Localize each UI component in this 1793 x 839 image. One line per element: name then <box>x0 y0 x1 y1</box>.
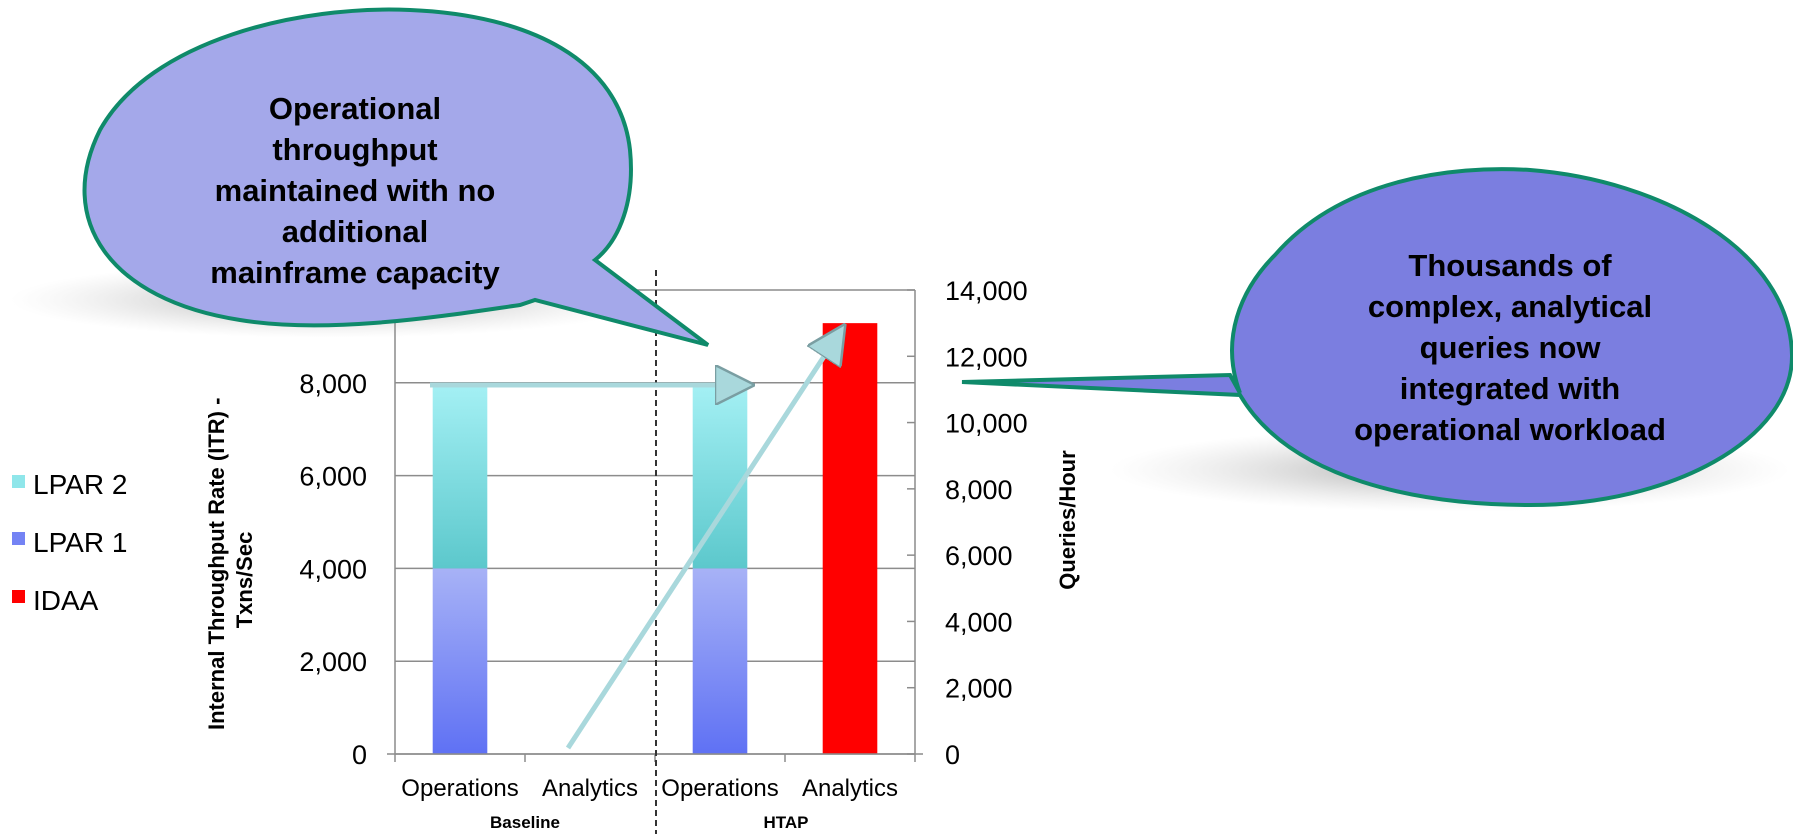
bar-idaa <box>822 323 878 754</box>
group-label-baseline: Baseline <box>490 813 560 832</box>
x-tick-label: Analytics <box>542 775 638 802</box>
legend-label-idaa: IDAA <box>33 585 99 616</box>
bars <box>432 323 878 754</box>
bar-lpar-2 <box>432 385 488 569</box>
callout-right-line: integrated with <box>1399 371 1621 406</box>
x-tick-label: Analytics <box>802 775 898 802</box>
callout-left-line: additional <box>281 214 429 249</box>
callout-bubble-right <box>961 167 1793 508</box>
bar-lpar-1 <box>692 568 748 754</box>
legend-label-lpar1: LPAR 1 <box>33 527 127 558</box>
y-left-tick-label: 8,000 <box>299 369 367 399</box>
callout-left-line: throughput <box>272 132 438 167</box>
y-right-tick-label: 6,000 <box>945 541 1013 571</box>
y-right-tick-label: 14,000 <box>945 276 1028 306</box>
y-right-tick-label: 10,000 <box>945 409 1028 439</box>
y-left-tick-label: 6,000 <box>299 462 367 492</box>
legend-label-lpar2: LPAR 2 <box>33 469 127 500</box>
callout-text-left: Operational throughput maintained with n… <box>160 88 550 293</box>
callout-right-line: Thousands of <box>1408 248 1612 283</box>
callout-bubble-left <box>82 7 710 347</box>
axes: 0 2,000 4,000 6,000 8,000 0 2,000 4,000 6,000 8,0… <box>299 276 1027 802</box>
y-right-axis-label: Queries/Hour <box>1055 450 1080 590</box>
y-left-axis-label-line1: Internal Throughput Rate (ITR) - <box>204 398 229 730</box>
callout-left-line: mainframe capacity <box>210 255 500 290</box>
y-right-tick-label: 4,000 <box>945 607 1013 637</box>
legend-swatch-lpar1 <box>12 532 25 545</box>
callout-right-line: queries now <box>1419 330 1601 365</box>
y-right-tick-label: 12,000 <box>945 342 1028 372</box>
callout-right-line: complex, analytical <box>1367 289 1653 324</box>
y-left-tick-label: 2,000 <box>299 647 367 677</box>
callout-left-line: Operational <box>268 91 442 126</box>
x-tick-label: Operations <box>661 775 778 802</box>
legend: LPAR 2 LPAR 1 IDAA <box>12 469 127 616</box>
y-left-axis-label-line2: Txns/Sec <box>232 532 257 629</box>
y-right-tick-label: 8,000 <box>945 475 1013 505</box>
legend-swatch-lpar2 <box>12 475 25 488</box>
arrow-analytics <box>565 332 840 750</box>
callout-left-line: maintained with no <box>214 173 496 208</box>
x-tick-label: Operations <box>401 775 518 802</box>
bar-lpar-1 <box>432 568 488 754</box>
group-label-htap: HTAP <box>763 813 808 832</box>
y-right-tick-label: 0 <box>945 740 960 770</box>
callout-right-line: operational workload <box>1354 412 1666 447</box>
legend-swatch-idaa <box>12 590 25 603</box>
y-right-tick-label: 2,000 <box>945 674 1013 704</box>
bar-lpar-2 <box>692 385 748 569</box>
y-left-tick-label: 4,000 <box>299 554 367 584</box>
y-left-tick-label: 0 <box>352 740 367 770</box>
callout-text-right: Thousands of complex, analytical queries… <box>1305 245 1715 450</box>
